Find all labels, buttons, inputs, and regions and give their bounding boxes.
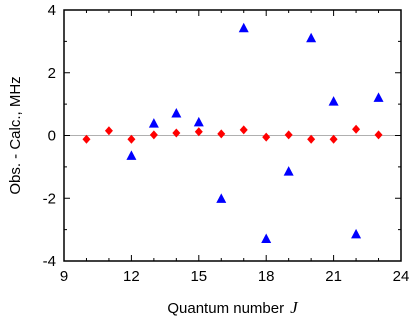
diamond-point xyxy=(217,129,226,139)
triangle-point xyxy=(126,150,137,160)
triangle-point xyxy=(351,228,362,239)
diamond-point xyxy=(127,134,136,144)
x-tick-label: 15 xyxy=(190,268,207,285)
diamond-point xyxy=(262,132,271,142)
data-points xyxy=(82,22,384,244)
diamond-point xyxy=(307,134,316,144)
x-tick-label: 18 xyxy=(258,268,275,285)
axis-ticks xyxy=(63,9,402,262)
triangle-point xyxy=(283,166,294,176)
triangle-point xyxy=(261,233,272,244)
triangle-point xyxy=(373,92,384,102)
diamond-point xyxy=(352,124,361,134)
x-tick-label: 9 xyxy=(60,268,68,285)
y-tick-label: -2 xyxy=(43,190,56,207)
diamond-point xyxy=(329,134,338,144)
x-axis-label-symbol: J xyxy=(290,298,299,317)
diamond-point xyxy=(82,134,91,144)
y-tick-label: 2 xyxy=(48,65,56,82)
diamond-point xyxy=(374,130,383,140)
diamond-point xyxy=(149,130,158,140)
diamond-point xyxy=(194,127,203,137)
x-tick-label: 12 xyxy=(123,268,140,285)
diamond-point xyxy=(239,125,248,135)
triangle-point xyxy=(193,116,204,127)
diamond-point xyxy=(104,126,113,136)
triangle-point xyxy=(306,32,317,43)
y-tick-label: -4 xyxy=(43,253,56,270)
triangle-point xyxy=(171,108,182,118)
x-tick-label: 24 xyxy=(393,268,410,285)
x-axis-label: Quantum number J xyxy=(167,298,299,317)
y-axis-label: Obs. - Calc., MHz xyxy=(7,76,24,194)
triangle-point xyxy=(216,193,227,203)
y-tick-label: 4 xyxy=(48,2,56,19)
x-tick-label: 21 xyxy=(325,268,342,285)
triangle-point xyxy=(238,22,249,33)
y-tick-label: 0 xyxy=(48,128,56,145)
x-axis-label-text: Quantum number xyxy=(167,300,284,317)
triangle-point xyxy=(148,118,159,128)
diamond-point xyxy=(284,130,293,140)
triangle-point xyxy=(328,96,339,106)
diamond-point xyxy=(172,128,181,138)
